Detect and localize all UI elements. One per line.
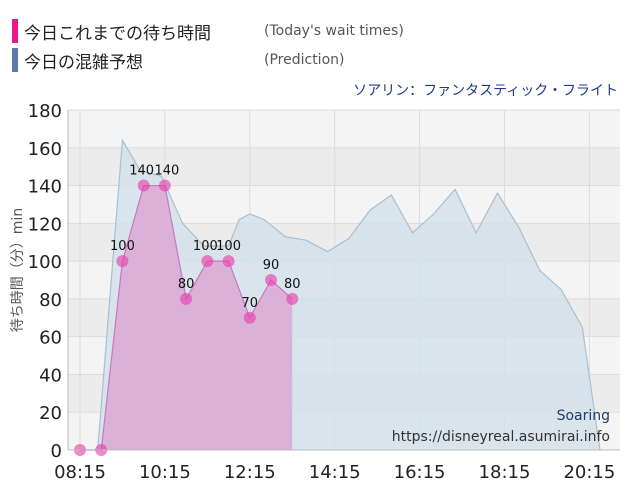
y-axis-label: 待ち時間（分）min: [10, 208, 26, 332]
y-tick-label: 80: [39, 290, 62, 311]
legend-actual: 今日これまでの待ち時間 (Today's wait times): [12, 18, 404, 44]
y-tick-label: 120: [28, 214, 62, 235]
data-label: 140: [154, 164, 179, 179]
x-tick-label: 08:15: [54, 462, 106, 483]
actual-point: [222, 255, 235, 268]
x-tick-label: 12:15: [224, 462, 276, 483]
legend-prediction: 今日の混雑予想 (Prediction): [12, 47, 344, 73]
data-label: 90: [263, 258, 280, 273]
data-label: 100: [110, 239, 135, 254]
legend-prediction-sub: (Prediction): [264, 52, 345, 68]
attraction-title: ソアリン：ファンタスティック・フライト: [353, 83, 618, 99]
x-tick-label: 16:15: [394, 462, 446, 483]
prediction-line: [80, 138, 601, 451]
actual-point: [286, 292, 299, 305]
actual-point: [180, 292, 193, 305]
data-label: 140: [129, 164, 154, 179]
legend-actual-swatch: [12, 19, 18, 43]
y-tick-label: 180: [28, 101, 62, 122]
actual-point: [158, 179, 171, 192]
x-tick-label: 14:15: [309, 462, 361, 483]
y-tick-label: 100: [28, 252, 62, 273]
legend-prediction-label: 今日の混雑予想: [24, 52, 143, 73]
legend-prediction-swatch: [12, 48, 18, 72]
x-tick-label: 18:15: [479, 462, 531, 483]
data-label: 100: [193, 239, 218, 254]
actual-point: [243, 311, 256, 324]
legend-actual-sub: (Today's wait times): [264, 23, 404, 39]
x-tick-label: 20:15: [563, 462, 615, 483]
y-tick-label: 140: [28, 177, 62, 198]
actual-point: [137, 179, 150, 192]
watermark-name: Soaring: [557, 408, 610, 424]
actual-point: [116, 255, 129, 268]
data-label: 80: [178, 277, 195, 292]
data-label: 70: [242, 296, 259, 311]
y-tick-label: 40: [39, 365, 62, 386]
actual-point: [265, 274, 278, 286]
legend-actual-label: 今日これまでの待ち時間: [24, 23, 211, 44]
actual-point: [201, 255, 214, 268]
y-tick-label: 20: [39, 403, 62, 424]
data-label: 80: [284, 277, 301, 292]
y-tick-label: 60: [39, 328, 62, 349]
y-tick-label: 0: [51, 441, 62, 462]
x-tick-label: 10:15: [139, 462, 191, 483]
watermark-url: https://disneyreal.asumirai.info: [392, 429, 610, 445]
chart-axes: 0 20 40 60 80 100 120 140 160 180 08:15 10:15 12:15 1…: [28, 101, 620, 483]
actual-area: [80, 185, 293, 451]
actual-series: [74, 179, 299, 456]
y-tick-label: 160: [28, 139, 62, 160]
data-label: 100: [216, 239, 241, 254]
